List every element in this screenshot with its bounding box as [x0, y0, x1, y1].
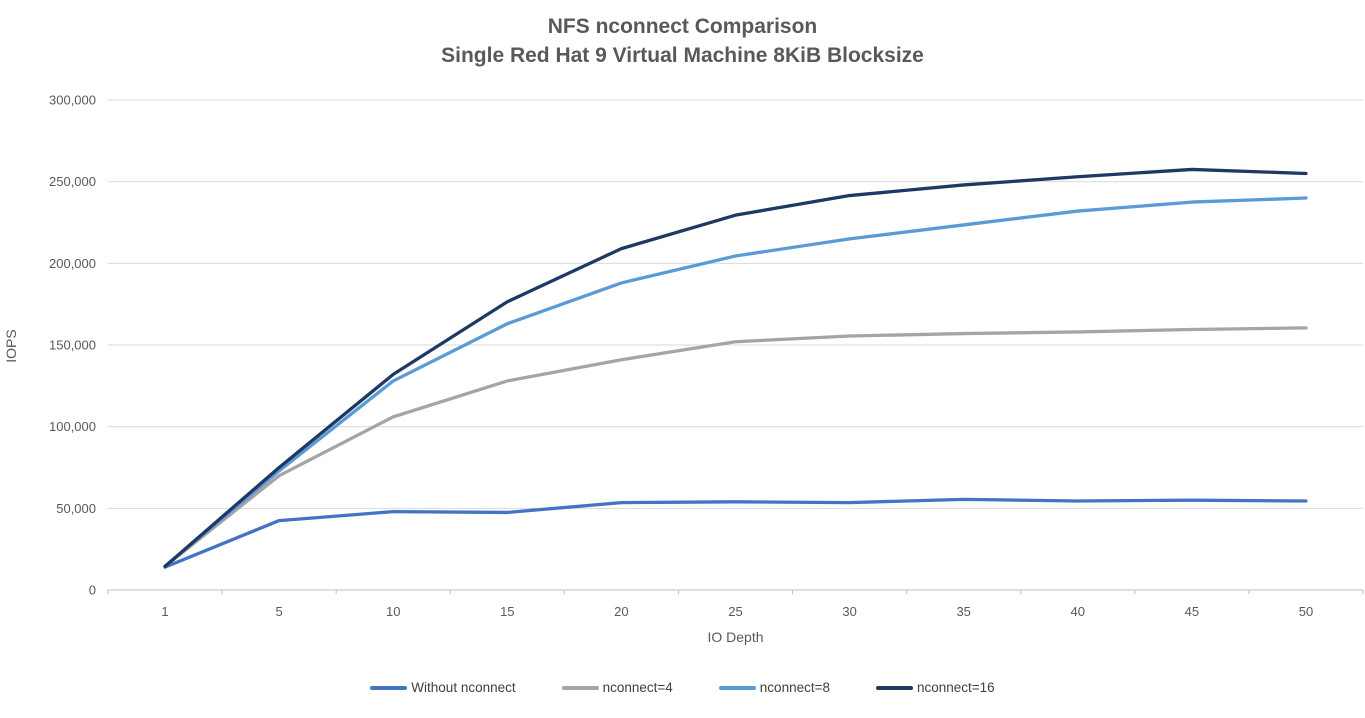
series-line-without-nconnect	[163, 497, 1308, 569]
legend-item-nconnect-4: nconnect=4	[561, 680, 673, 695]
legend-line-swatch	[370, 685, 408, 690]
x-tick-label: 20	[614, 604, 628, 619]
y-tick-label: 150,000	[49, 338, 96, 353]
x-tick-label: 1	[161, 604, 168, 619]
y-tick-label: 50,000	[56, 501, 96, 516]
x-tick-label: 50	[1299, 604, 1313, 619]
x-tick-label: 30	[842, 604, 856, 619]
y-tick-label: 0	[89, 583, 96, 598]
chart-title-line2: Single Red Hat 9 Virtual Machine 8KiB Bl…	[441, 44, 924, 67]
y-axis-title: IOPS	[3, 329, 19, 363]
x-tick-label: 35	[956, 604, 970, 619]
legend-label: nconnect=16	[916, 680, 995, 695]
legend-item-nconnect-16: nconnect=16	[875, 680, 995, 695]
x-tick-label: 45	[1185, 604, 1199, 619]
chart-title-line1: NFS nconnect Comparison	[547, 15, 818, 38]
legend-label: nconnect=8	[759, 680, 830, 695]
legend-item-nconnect-8: nconnect=8	[718, 680, 830, 695]
x-tick-label: 40	[1071, 604, 1085, 619]
x-tick-label: 15	[500, 604, 514, 619]
legend-item-without-nconnect: Without nconnect	[370, 680, 516, 695]
legend-label: Without nconnect	[411, 680, 516, 695]
series-line-nconnect-16	[163, 167, 1308, 568]
x-tick-label: 10	[386, 604, 400, 619]
x-axis-title: IO Depth	[707, 629, 764, 645]
y-tick-label: 100,000	[49, 419, 96, 434]
legend-label: nconnect=4	[602, 680, 673, 695]
y-tick-label: 250,000	[49, 174, 96, 189]
y-tick-label: 200,000	[49, 256, 96, 271]
y-tick-label: 300,000	[49, 93, 96, 108]
series-line-nconnect-8	[163, 196, 1308, 568]
x-tick-label: 25	[728, 604, 742, 619]
chart-title: NFS nconnect Comparison Single Red Hat 9…	[0, 12, 1365, 70]
legend-line-swatch	[561, 685, 599, 690]
legend: Without nconnect nconnect=4 nconnect=8 n…	[0, 680, 1365, 695]
legend-line-swatch	[718, 685, 756, 690]
x-tick-label: 5	[276, 604, 283, 619]
legend-line-swatch	[875, 685, 913, 690]
series-line-nconnect-4	[163, 326, 1308, 568]
